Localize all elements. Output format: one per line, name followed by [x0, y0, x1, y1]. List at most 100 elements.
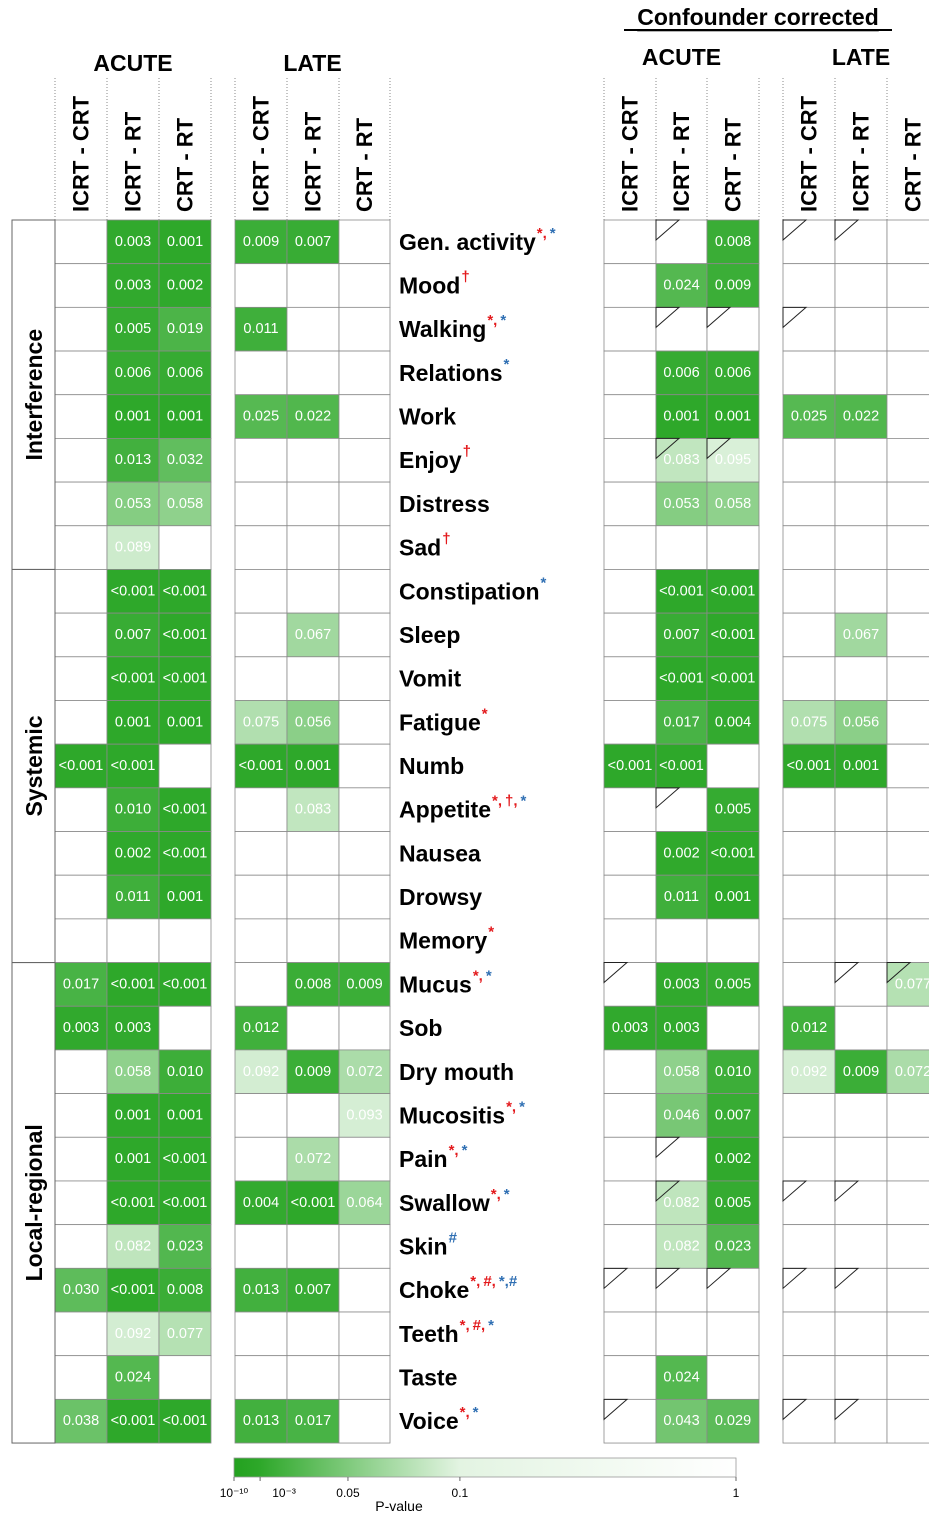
p-value: 0.072: [895, 1064, 929, 1080]
cell: [158, 1267, 212, 1313]
p-value: <0.001: [659, 583, 704, 599]
cell: [886, 1224, 929, 1269]
cell: [234, 437, 288, 483]
p-value: 0.082: [663, 1195, 699, 1211]
cell: [286, 569, 340, 614]
footnote-marker: *,: [537, 225, 547, 242]
cell: [158, 569, 212, 614]
p-value: 0.053: [115, 496, 151, 512]
footnote-marker: *,: [473, 967, 483, 984]
cell: [886, 1136, 929, 1182]
cell: [782, 263, 836, 308]
p-value: 0.022: [843, 409, 879, 425]
cell: [54, 263, 108, 308]
p-value: 0.092: [791, 1064, 827, 1080]
cell: [106, 1180, 160, 1226]
cell: [54, 525, 108, 570]
cell: [834, 481, 888, 527]
row-label: Gen. activity*, *: [399, 225, 556, 255]
cell: [286, 656, 340, 701]
cell: [338, 1093, 391, 1138]
p-value: <0.001: [111, 976, 156, 992]
cell: [655, 394, 708, 439]
p-value: <0.001: [659, 671, 704, 687]
footnote-marker: *: [486, 967, 492, 984]
footnote-marker: #: [449, 1229, 458, 1246]
corner-flag: [782, 1267, 808, 1290]
cell: [782, 787, 836, 832]
p-value: 0.001: [663, 409, 699, 425]
cell: [234, 1180, 288, 1226]
p-value: 0.058: [115, 1064, 151, 1080]
cell: [834, 1355, 888, 1400]
cell: [834, 1005, 888, 1051]
cell: [234, 1093, 288, 1138]
row-label: Teeth*, #, *: [399, 1317, 494, 1347]
cell: [706, 1093, 760, 1138]
cell: [158, 612, 212, 658]
cell: [886, 350, 929, 396]
cell: [706, 1267, 760, 1313]
cell: [886, 1398, 929, 1444]
p-value: 0.002: [167, 278, 203, 294]
cell: [234, 918, 288, 963]
cell: [54, 918, 108, 963]
p-value: 0.006: [167, 365, 203, 381]
row-name: Constipation: [399, 578, 540, 604]
cell: [106, 1267, 160, 1313]
p-value: <0.001: [111, 1195, 156, 1211]
p-value: <0.001: [291, 1195, 336, 1211]
cell: [286, 1049, 340, 1095]
row-name: Memory: [399, 928, 487, 954]
row-label: Mood†: [399, 269, 470, 299]
cell: [158, 1398, 212, 1444]
p-value: 0.001: [295, 758, 331, 774]
cell: [54, 743, 108, 789]
p-value: 0.010: [167, 1064, 203, 1080]
cell: [655, 918, 708, 963]
cell: [338, 1005, 391, 1051]
cell: [338, 787, 391, 832]
cell: [234, 874, 288, 920]
cell: [782, 612, 836, 658]
column-label: CRT - RT: [721, 117, 746, 212]
cell: [782, 1267, 836, 1313]
row-name: Distress: [399, 491, 490, 517]
p-value: 0.022: [295, 409, 331, 425]
cell: [54, 350, 108, 396]
cell: [655, 1005, 708, 1051]
cell: [834, 656, 888, 701]
cell: [886, 874, 929, 920]
column-label: ICRT - RT: [669, 111, 694, 212]
cell: [158, 831, 212, 876]
p-value: 0.012: [243, 1020, 279, 1036]
cell: [234, 1355, 288, 1400]
p-value: 0.005: [715, 802, 751, 818]
row-name: Work: [399, 404, 456, 430]
p-value: 0.075: [791, 714, 827, 730]
cell: [158, 263, 212, 308]
footnote-marker: *: [488, 924, 494, 941]
cell: [286, 1267, 340, 1313]
colorbar: [233, 1457, 737, 1478]
row-label: Taste: [399, 1365, 457, 1391]
row-name: Voice: [399, 1408, 459, 1434]
group-label: Local-regional: [21, 1124, 47, 1281]
cell: [338, 306, 391, 352]
row-name: Mood: [399, 273, 460, 299]
cell: [655, 1355, 708, 1400]
cell: [286, 1224, 340, 1269]
p-value: 0.001: [167, 889, 203, 905]
cell: [603, 962, 657, 1007]
group-label: Systemic: [21, 715, 47, 816]
cell: [106, 350, 160, 396]
column-label: ICRT - CRT: [249, 95, 274, 212]
p-value: 0.072: [295, 1151, 331, 1167]
p-value: 0.029: [715, 1413, 751, 1429]
cell: [54, 787, 108, 832]
cell: [834, 219, 888, 265]
column-label: CRT - RT: [173, 117, 198, 212]
row-label: Mucositis*, *: [399, 1098, 525, 1128]
footnote-marker: †: [463, 443, 471, 460]
p-value: 0.032: [167, 452, 203, 468]
